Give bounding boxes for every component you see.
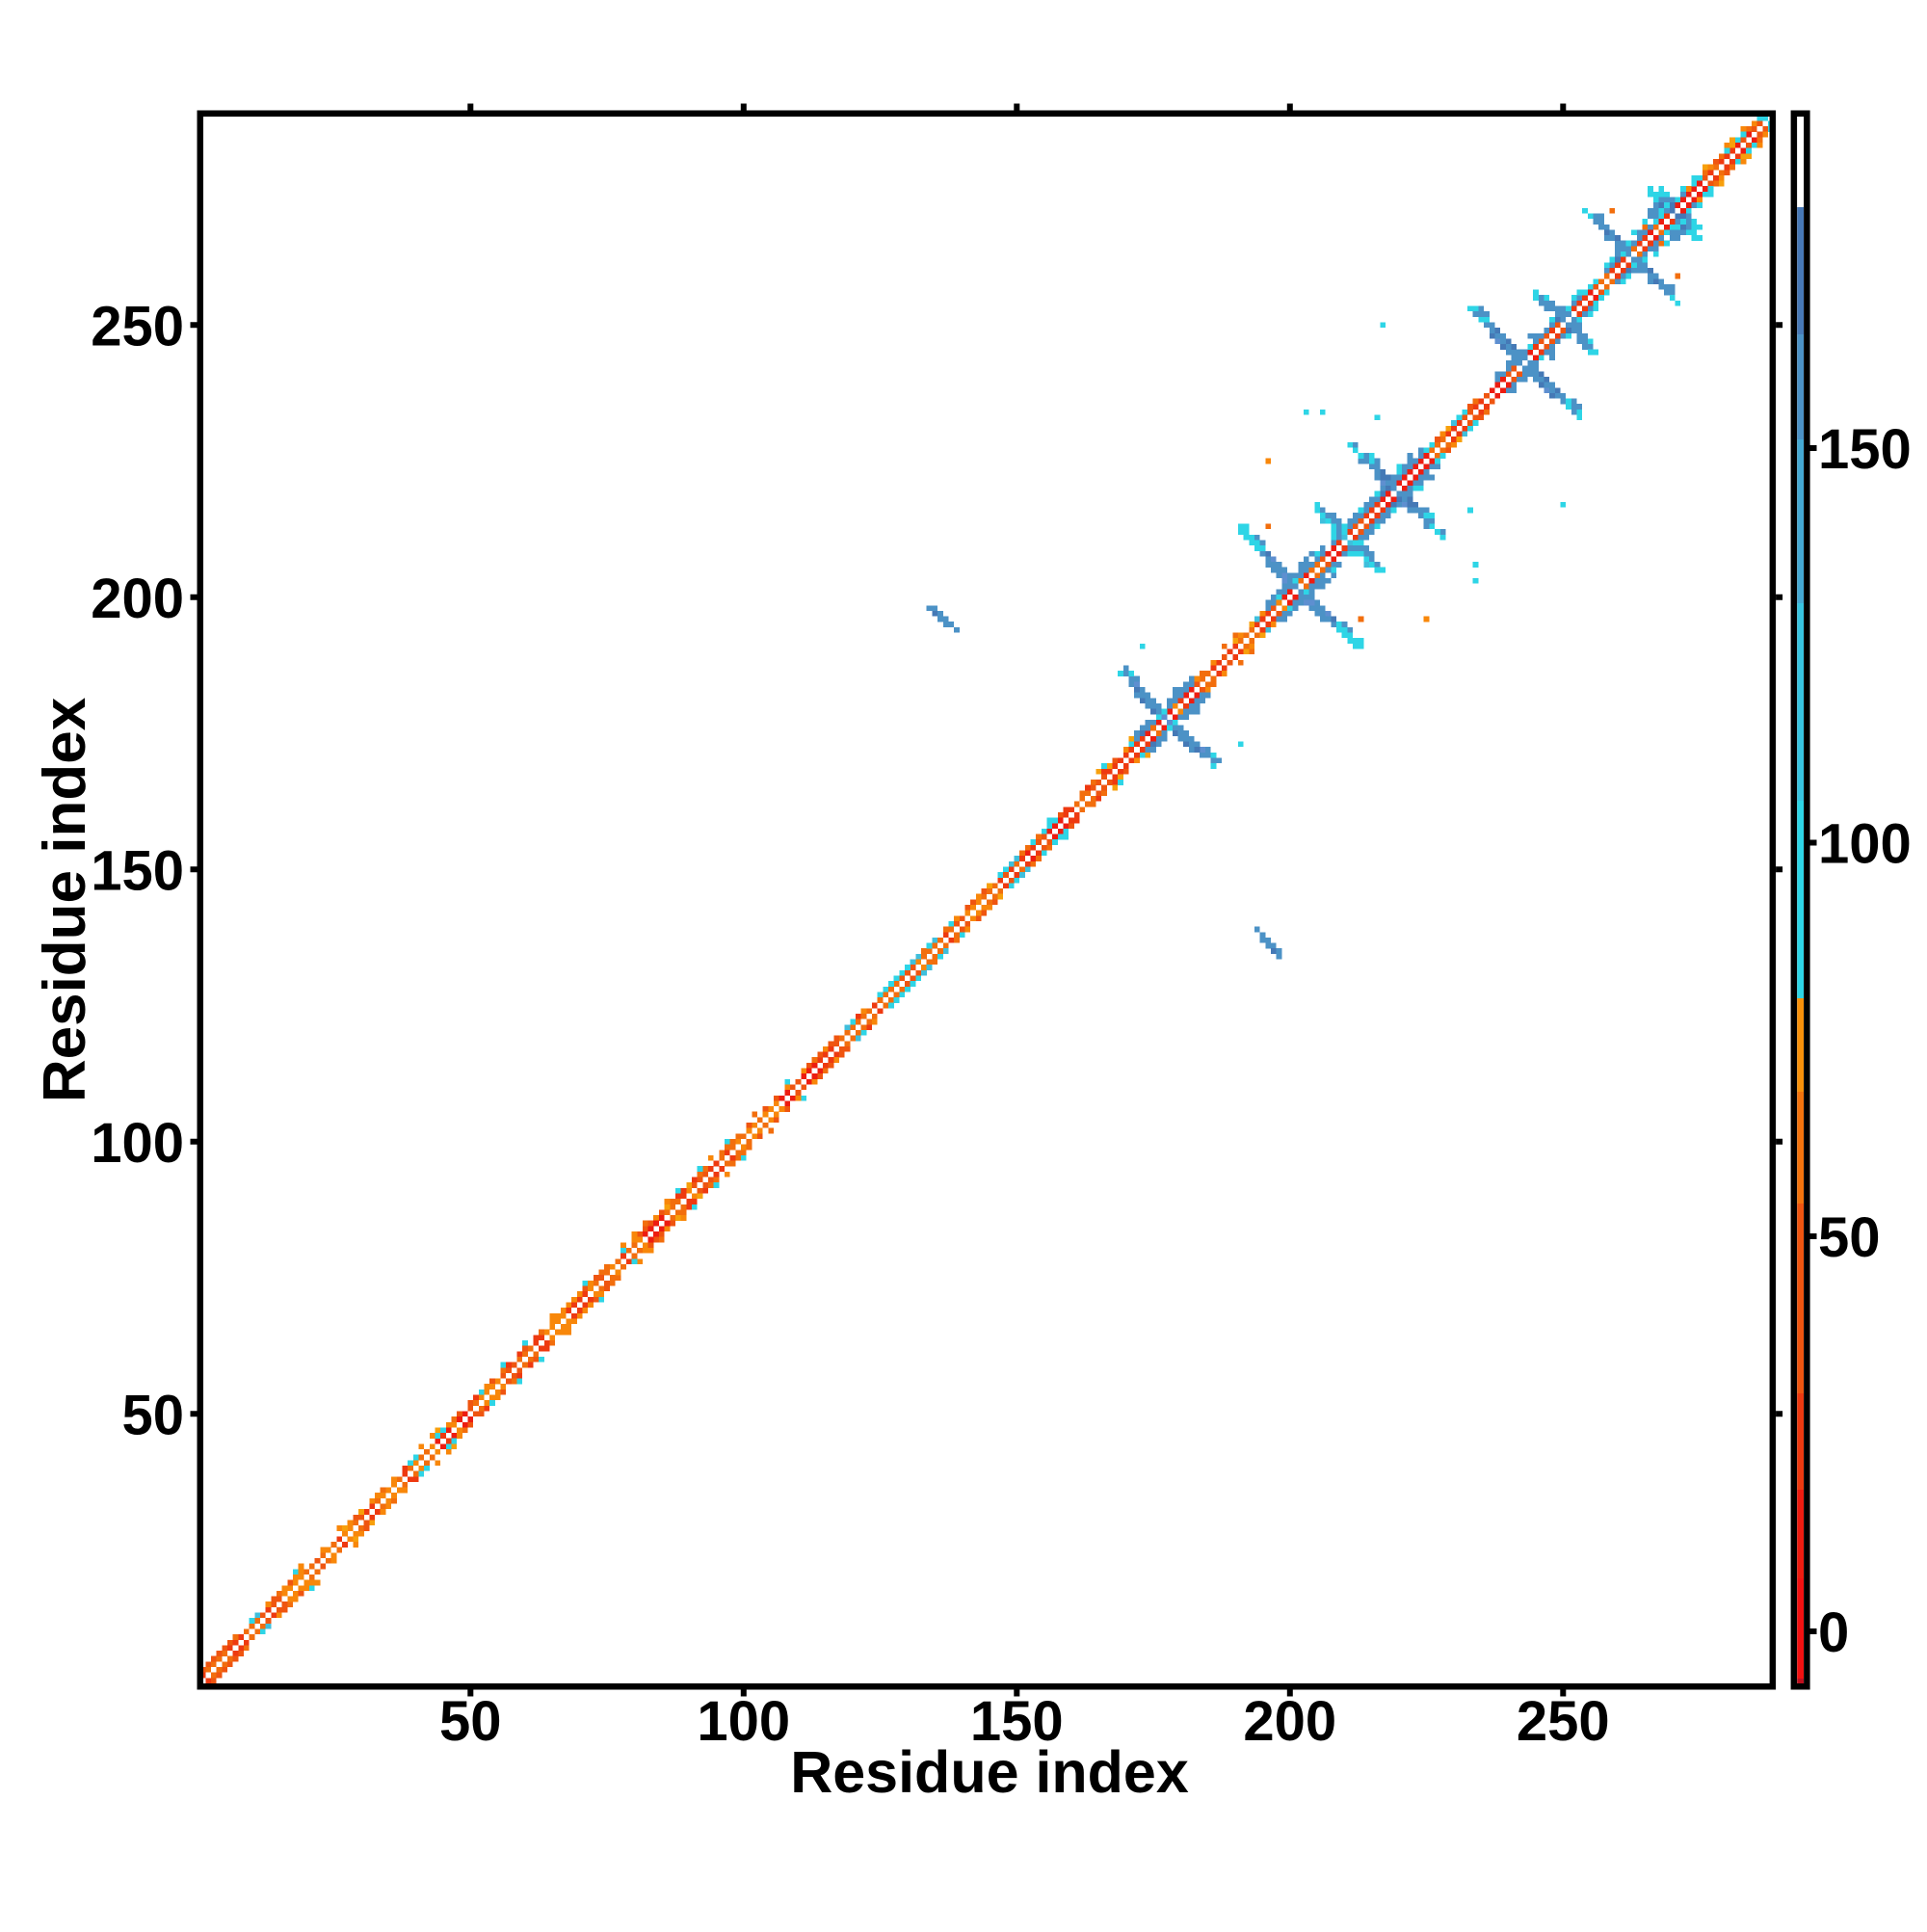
svg-text:50: 50 [121, 1384, 184, 1446]
svg-text:100: 100 [1818, 813, 1912, 876]
svg-text:Residue index: Residue index [790, 1739, 1189, 1805]
svg-text:250: 250 [91, 295, 184, 357]
svg-text:200: 200 [91, 568, 184, 630]
svg-text:150: 150 [1818, 418, 1912, 481]
svg-text:200: 200 [1243, 1690, 1336, 1753]
svg-text:150: 150 [970, 1690, 1064, 1753]
svg-text:50: 50 [439, 1690, 502, 1753]
svg-text:250: 250 [1517, 1690, 1610, 1753]
svg-text:100: 100 [697, 1690, 790, 1753]
svg-text:150: 150 [91, 839, 184, 902]
svg-text:50: 50 [1818, 1206, 1881, 1269]
svg-text:100: 100 [91, 1112, 184, 1175]
svg-text:0: 0 [1818, 1601, 1849, 1664]
svg-text:Residue index: Residue index [32, 697, 98, 1102]
